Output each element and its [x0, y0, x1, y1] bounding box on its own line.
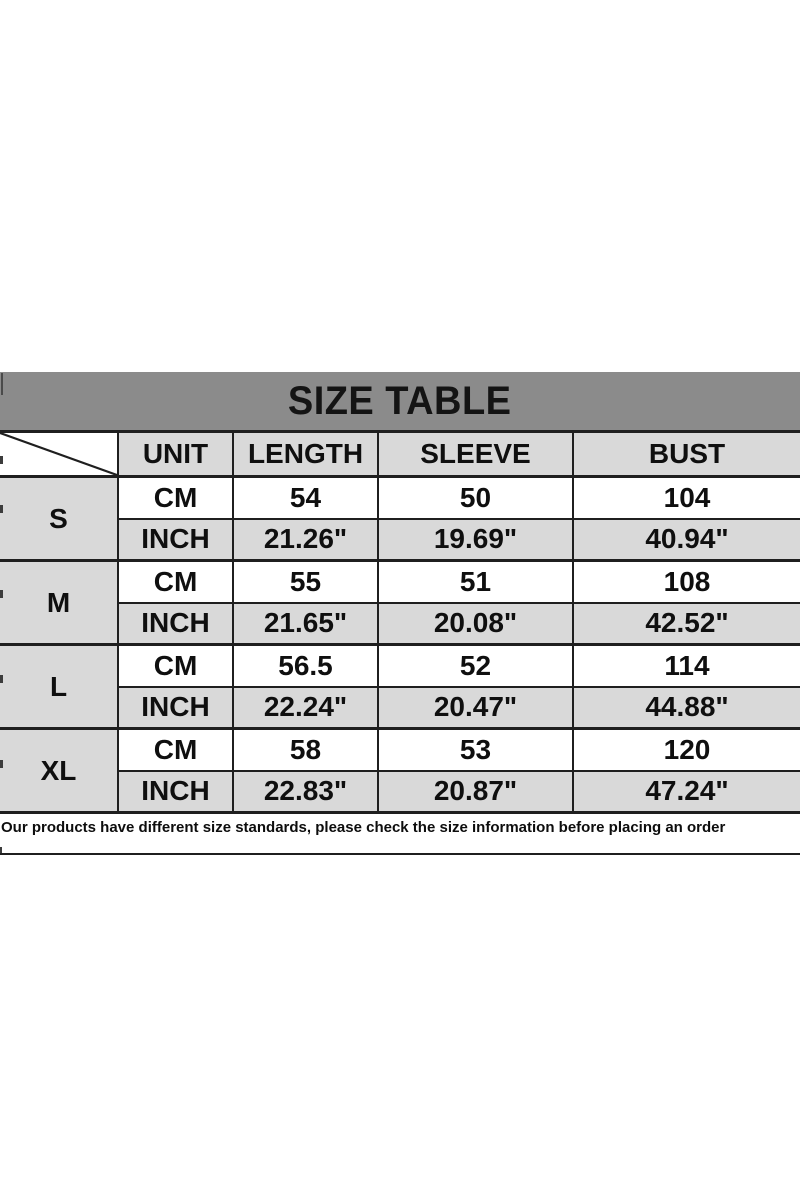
m-inch-bust: 42.52" [572, 601, 800, 646]
diagonal-line-icon [0, 433, 117, 475]
xl-inch-unit: INCH [118, 769, 234, 814]
corner-diagonal-cell [0, 430, 119, 478]
s-inch-bust: 40.94" [572, 517, 800, 562]
s-inch-sleeve: 19.69" [377, 517, 574, 562]
s-cm-bust: 104 [572, 475, 800, 520]
m-cm-sleeve: 51 [377, 559, 574, 604]
xl-inch-bust: 47.24" [572, 769, 800, 814]
m-cm-length: 55 [232, 559, 379, 604]
row-xl-inch: INCH 22.83" 20.87" 47.24" [0, 769, 800, 814]
size-label-m: M [0, 559, 119, 646]
size-standards-note: Our products have different size standar… [1, 819, 726, 836]
row-l-inch: INCH 22.24" 20.47" 44.88" [0, 685, 800, 730]
bottom-divider-line [0, 853, 800, 855]
row-s-cm: S CM 54 50 104 [0, 475, 800, 562]
m-inch-unit: INCH [118, 601, 234, 646]
left-edge-artifact [0, 760, 3, 768]
xl-cm-length: 58 [232, 727, 379, 772]
size-label-xl: XL [0, 727, 119, 814]
size-table: UNIT LENGTH SLEEVE BUST S CM 54 50 104 I… [0, 430, 800, 814]
s-cm-sleeve: 50 [377, 475, 574, 520]
m-cm-bust: 108 [572, 559, 800, 604]
left-edge-artifact [1, 373, 3, 395]
row-m-inch: INCH 21.65" 20.08" 42.52" [0, 601, 800, 646]
l-inch-unit: INCH [118, 685, 234, 730]
page-title: SIZE TABLE [288, 378, 512, 423]
l-cm-unit: CM [117, 643, 234, 688]
l-cm-bust: 114 [572, 643, 800, 688]
xl-cm-bust: 120 [572, 727, 800, 772]
xl-cm-unit: CM [117, 727, 234, 772]
row-s-inch: INCH 21.26" 19.69" 40.94" [0, 517, 800, 562]
size-label-s: S [0, 475, 119, 562]
l-cm-length: 56.5 [232, 643, 379, 688]
column-header-unit: UNIT [117, 430, 234, 478]
row-m-cm: M CM 55 51 108 [0, 559, 800, 646]
column-header-length: LENGTH [232, 430, 379, 478]
m-inch-sleeve: 20.08" [377, 601, 574, 646]
s-cm-length: 54 [232, 475, 379, 520]
header-row: UNIT LENGTH SLEEVE BUST [0, 430, 800, 478]
left-edge-artifact [0, 505, 3, 513]
column-header-bust: BUST [572, 430, 800, 478]
m-inch-length: 21.65" [232, 601, 379, 646]
top-whitespace [0, 0, 800, 372]
l-inch-sleeve: 20.47" [377, 685, 574, 730]
xl-inch-sleeve: 20.87" [377, 769, 574, 814]
left-edge-artifact [0, 847, 2, 853]
l-cm-sleeve: 52 [377, 643, 574, 688]
size-table-title-bar: SIZE TABLE [0, 372, 800, 430]
s-inch-length: 21.26" [232, 517, 379, 562]
left-edge-artifact [0, 456, 3, 464]
m-cm-unit: CM [117, 559, 234, 604]
s-cm-unit: CM [117, 475, 234, 520]
l-inch-bust: 44.88" [572, 685, 800, 730]
column-header-sleeve: SLEEVE [377, 430, 574, 478]
size-label-l: L [0, 643, 119, 730]
left-edge-artifact [0, 590, 3, 598]
xl-cm-sleeve: 53 [377, 727, 574, 772]
row-l-cm: L CM 56.5 52 114 [0, 643, 800, 730]
xl-inch-length: 22.83" [232, 769, 379, 814]
left-edge-artifact [0, 675, 3, 683]
s-inch-unit: INCH [118, 517, 234, 562]
l-inch-length: 22.24" [232, 685, 379, 730]
row-xl-cm: XL CM 58 53 120 [0, 727, 800, 814]
